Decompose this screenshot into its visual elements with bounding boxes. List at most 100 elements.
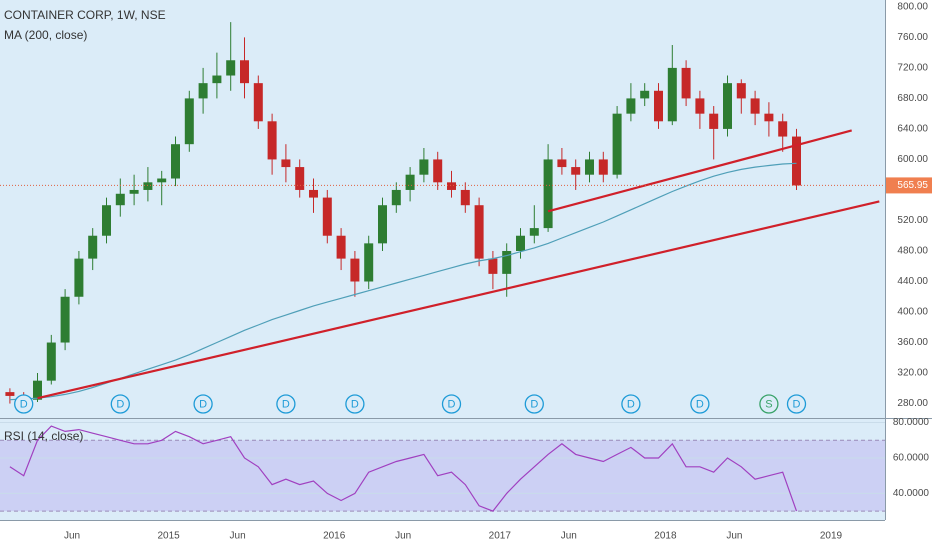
event-label: S [765, 398, 772, 410]
candle-body [585, 159, 594, 175]
last-price-box [886, 177, 932, 194]
candle-body [626, 98, 636, 114]
event-marker [524, 394, 544, 414]
candle-body [295, 167, 305, 190]
x-tick-label: Jun [395, 531, 411, 542]
candle-body [502, 250, 512, 274]
candle-body [778, 121, 788, 137]
y-tick-label: 600.00 [897, 154, 928, 165]
candle-body [488, 258, 498, 274]
candle-body [184, 98, 194, 145]
price-axis [885, 0, 932, 550]
x-tick-label: 2016 [323, 531, 346, 542]
y-tick-label: 40.0000 [893, 488, 930, 499]
candle-body [405, 174, 415, 190]
candle-body [654, 90, 663, 122]
rsi-pane [0, 419, 885, 520]
candle-body [253, 83, 263, 122]
rsi-line [9, 425, 798, 512]
candle-body [598, 159, 608, 175]
trendline [547, 129, 852, 213]
y-tick-label: 280.00 [897, 398, 928, 409]
candle-body [709, 113, 719, 129]
candle-body [681, 67, 691, 99]
event-marker [193, 394, 213, 414]
chart-title: CONTAINER CORP, 1W, NSE [4, 8, 166, 22]
candle-body [723, 83, 732, 129]
event-label: D [793, 398, 801, 410]
y-tick-label: 720.00 [897, 63, 928, 74]
x-tick-label: 2018 [654, 531, 677, 542]
event-marker [621, 394, 641, 414]
rsi-label: RSI (14, close) [4, 429, 83, 443]
y-tick-label: 320.00 [897, 368, 928, 379]
candle-body [115, 193, 125, 206]
candle-body [74, 258, 84, 297]
y-tick-label: 440.00 [897, 276, 928, 287]
y-tick-label: 640.00 [897, 124, 928, 135]
event-label: D [696, 398, 704, 410]
candle-body [543, 159, 553, 229]
candle-body [667, 67, 677, 122]
candle-body [447, 182, 456, 190]
trendline [37, 200, 880, 400]
ma-line [9, 162, 797, 401]
candle-body [157, 178, 167, 183]
candle-body [226, 60, 236, 76]
candle-body [267, 121, 277, 160]
event-label: D [116, 398, 124, 410]
event-label: D [20, 398, 28, 410]
candle-body [391, 189, 401, 206]
event-marker [345, 394, 365, 414]
candle-body [46, 342, 56, 381]
candle-body [378, 205, 387, 244]
y-tick-label: 60.0000 [893, 453, 930, 464]
candle-body [60, 296, 70, 343]
candle-body [33, 380, 42, 400]
candle-body [240, 60, 249, 84]
candle-body [102, 205, 111, 236]
last-price-label: 565.95 [897, 180, 928, 191]
event-label: D [351, 398, 359, 410]
rsi-band [0, 440, 885, 512]
x-tick-label: 2015 [157, 531, 180, 542]
x-tick-label: Jun [726, 531, 742, 542]
candle-body [281, 159, 291, 168]
x-tick-label: 2017 [489, 531, 512, 542]
y-tick-label: 400.00 [897, 307, 928, 318]
candle-body [364, 243, 374, 282]
candle-body [5, 392, 15, 396]
event-label: D [282, 398, 290, 410]
candle-body [433, 159, 443, 183]
candle-body [171, 144, 180, 179]
x-tick-label: 2019 [820, 531, 843, 542]
event-marker [110, 394, 130, 414]
event-marker [759, 394, 779, 414]
candle-body [88, 235, 98, 259]
candle-body [640, 90, 650, 99]
x-tick-label: Jun [561, 531, 577, 542]
y-tick-label: 800.00 [897, 2, 928, 13]
candle-body [143, 182, 153, 190]
candle-body [474, 205, 484, 259]
y-tick-label: 680.00 [897, 93, 928, 104]
candle-body [336, 235, 346, 259]
event-label: D [627, 398, 635, 410]
candle-body [212, 75, 222, 84]
candle-body [695, 98, 705, 114]
event-label: D [199, 398, 207, 410]
y-tick-label: 480.00 [897, 246, 928, 257]
y-tick-label: 760.00 [897, 32, 928, 43]
ma-label: MA (200, close) [4, 28, 87, 42]
y-tick-label: 520.00 [897, 215, 928, 226]
event-marker [14, 394, 34, 414]
candle-body [322, 197, 332, 236]
candle-body [736, 83, 746, 99]
event-label: D [448, 398, 456, 410]
candle-body [557, 159, 567, 168]
candle-body [750, 98, 760, 114]
event-label: D [530, 398, 538, 410]
candle-body [460, 189, 470, 206]
candle-body [129, 189, 139, 194]
